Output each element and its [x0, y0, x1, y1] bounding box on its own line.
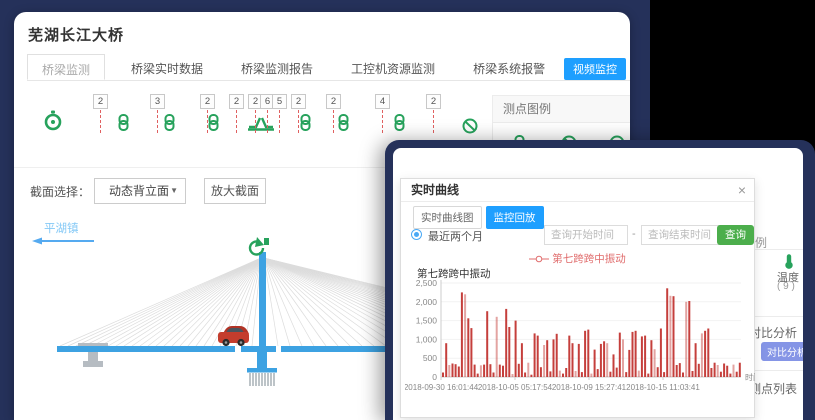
dashed-line	[279, 110, 280, 133]
vibration-chart: 0 500 1,000 1,500 2,000 2,500 2018-09-30 16:01…	[405, 278, 755, 392]
direction-arrow-icon	[32, 237, 42, 245]
sensor-count-badge: 2	[291, 94, 306, 109]
divider	[745, 370, 803, 371]
section-select-label: 截面选择：	[30, 184, 91, 199]
chain-link-icon[interactable]	[337, 114, 350, 136]
thermometer-icon[interactable]	[783, 253, 795, 274]
close-icon[interactable]: ×	[737, 182, 746, 198]
car	[218, 326, 249, 347]
zoom-section-button[interactable]: 放大截面	[204, 178, 267, 204]
chain-link-icon[interactable]	[117, 114, 130, 136]
sensor-count-badge: 2	[326, 94, 341, 109]
popup-window: 例 温度 ( 9 ) 对比分析 对比分析 测点列表 实时曲线 × 实时曲线图 监…	[385, 140, 815, 420]
dashed-line	[236, 110, 237, 133]
no-entry-icon[interactable]	[462, 118, 478, 139]
main-tab[interactable]: 桥梁监测报告	[241, 62, 314, 76]
chart-legend[interactable]: 第七跨跨中振动	[401, 251, 754, 266]
desktop-black-area	[650, 0, 815, 160]
dashed-line	[255, 110, 256, 133]
bridge-open-icon[interactable]	[248, 115, 274, 137]
main-tabs: 桥梁监测 桥梁实时数据 桥梁监测报告 工控机资源监测 桥梁系统报警	[27, 54, 630, 81]
stopwatch-icon[interactable]	[44, 110, 62, 136]
range-separator: -	[632, 228, 636, 240]
query-row: 最近两个月 - 查询	[401, 225, 754, 247]
section-select-dropdown[interactable]: 动态背立面 ▼	[94, 178, 187, 204]
sensor-count-badge: 5	[272, 94, 287, 109]
main-tab[interactable]: 桥梁实时数据	[131, 62, 204, 76]
dashed-line	[298, 110, 299, 133]
main-tab[interactable]: 桥梁系统报警	[473, 62, 546, 76]
tab-monitor-playback[interactable]: 监控回放	[485, 206, 544, 229]
legend-panel-title: 测点图例	[493, 95, 630, 123]
dashed-line	[433, 110, 434, 133]
dashed-line	[267, 110, 268, 133]
bridge-deck	[57, 346, 630, 352]
divider	[745, 249, 803, 250]
bridge-side-label: 平湖镇	[44, 221, 79, 235]
dialog-header: 实时曲线 ×	[401, 179, 754, 202]
section-select-value: 动态背立面	[109, 184, 170, 198]
chain-link-icon[interactable]	[163, 114, 176, 136]
svg-text:1,500: 1,500	[416, 316, 438, 326]
range-label: 最近两个月	[428, 231, 483, 243]
main-tab[interactable]: 工控机资源监测	[351, 62, 436, 76]
chain-link-icon[interactable]	[393, 114, 406, 136]
chain-link-icon[interactable]	[299, 114, 312, 136]
dashed-line	[333, 110, 334, 133]
popup-page: 例 温度 ( 9 ) 对比分析 对比分析 测点列表 实时曲线 × 实时曲线图 监…	[393, 148, 803, 420]
svg-text:2,500: 2,500	[416, 278, 438, 288]
start-time-input[interactable]	[544, 225, 628, 245]
svg-text:2,000: 2,000	[416, 297, 438, 307]
legend-title-fragment: 例	[755, 236, 768, 250]
svg-text:2018-10-09 15:27:41: 2018-10-09 15:27:41	[552, 383, 627, 392]
section-bar: 截面选择： 动态背立面 ▼ 放大截面	[30, 178, 267, 204]
sensor-count-badge: 2	[229, 94, 244, 109]
svg-text:2018-09-30 16:01:44: 2018-09-30 16:01:44	[405, 383, 479, 392]
query-button[interactable]: 查询	[717, 225, 754, 245]
radio-last-two-months[interactable]	[411, 229, 422, 240]
compare-analysis-button[interactable]: 对比分析	[761, 342, 803, 361]
chain-link-icon[interactable]	[207, 114, 220, 136]
end-time-input[interactable]	[641, 225, 727, 245]
tab-realtime-curve[interactable]: 实时曲线图	[413, 206, 482, 229]
svg-text:2018-10-15 11:03:41: 2018-10-15 11:03:41	[626, 383, 700, 392]
svg-text:时间: 时间	[745, 372, 755, 382]
page-title: 芜湖长江大桥	[28, 27, 125, 44]
svg-text:0: 0	[432, 372, 437, 382]
dialog-tabs: 实时曲线图 监控回放	[413, 206, 544, 229]
svg-text:500: 500	[423, 353, 437, 363]
compare-section-title: 对比分析	[749, 326, 798, 340]
divider	[745, 316, 803, 317]
divider	[14, 167, 630, 168]
svg-text:1,000: 1,000	[416, 334, 438, 344]
sensor-count-badge: 2	[93, 94, 108, 109]
svg-text:2018-10-05 05:17:54: 2018-10-05 05:17:54	[478, 383, 553, 392]
dialog-title: 实时曲线	[411, 183, 460, 197]
chevron-down-icon: ▼	[170, 186, 179, 195]
dashed-line	[157, 110, 158, 133]
tower-status-icon[interactable]	[248, 237, 269, 256]
sensor-count-badge: 2	[200, 94, 215, 109]
sensor-count-badge: 3	[150, 94, 165, 109]
temperature-count: ( 9 )	[777, 281, 795, 292]
main-tab[interactable]: 桥梁监测	[27, 54, 106, 80]
legend-marker-icon	[529, 255, 550, 263]
video-monitor-button[interactable]: 视频监控	[564, 58, 626, 80]
dashed-line	[382, 110, 383, 133]
bridge-tower	[247, 252, 277, 386]
dashed-line	[207, 110, 208, 133]
point-list-title: 测点列表	[749, 382, 798, 396]
dashed-line	[100, 110, 101, 133]
realtime-curve-dialog: 实时曲线 × 实时曲线图 监控回放 最近两个月 - 查询 第七跨跨中振动	[400, 178, 755, 418]
legend-label: 第七跨跨中振动	[552, 253, 626, 265]
chart-title: 第七跨跨中振动	[417, 268, 491, 280]
sensor-count-badge: 4	[375, 94, 390, 109]
temperature-label: 温度	[777, 272, 799, 284]
sensor-count-badge: 2	[426, 94, 441, 109]
